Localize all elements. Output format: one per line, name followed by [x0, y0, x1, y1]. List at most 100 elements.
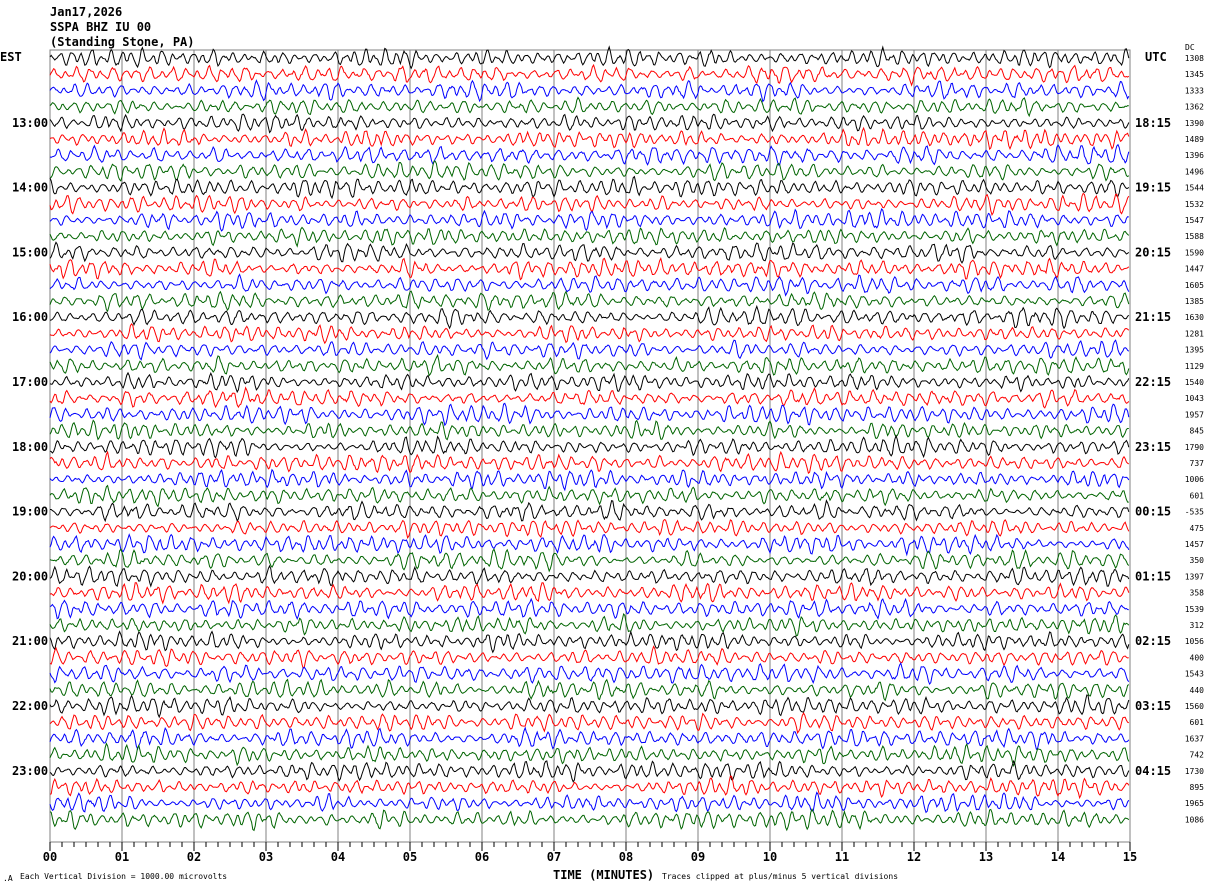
- right-zone-label: UTC: [1145, 50, 1167, 64]
- dc-offset-value: 1390: [1185, 119, 1204, 128]
- seismic-trace: [49, 353, 1130, 377]
- utc-time-label: 00:15: [1135, 505, 1171, 519]
- x-tick-label: 08: [619, 850, 633, 864]
- seismic-trace: [49, 597, 1129, 620]
- est-time-label: 15:00: [12, 245, 48, 259]
- seismic-trace: [49, 419, 1129, 441]
- seismic-trace: [49, 304, 1130, 330]
- seismic-trace: [49, 612, 1130, 637]
- dc-offset-value: 601: [1190, 491, 1205, 500]
- seismic-trace: [49, 742, 1130, 768]
- dc-offset-value: 1395: [1185, 346, 1204, 355]
- est-time-label: 13:00: [12, 116, 48, 130]
- seismic-trace: [49, 113, 1130, 134]
- seismic-trace: [49, 564, 1130, 588]
- x-tick-label: 09: [691, 850, 705, 864]
- dc-offset-value: -535: [1185, 508, 1204, 517]
- est-time-label: 16:00: [12, 310, 48, 324]
- seismic-trace: [49, 273, 1130, 297]
- seismic-trace: [49, 208, 1129, 232]
- dc-offset-value: 1590: [1185, 248, 1204, 257]
- seismic-trace: [49, 402, 1130, 427]
- x-axis-title: TIME (MINUTES): [553, 868, 654, 882]
- x-axis: 00 01 02 03 04 05 06 07 08 09 10 11 12 13 14 15: [43, 842, 1137, 864]
- x-tick-label: 13: [979, 850, 993, 864]
- dc-offset-value: 358: [1190, 589, 1205, 598]
- x-tick-label: 03: [259, 850, 273, 864]
- dc-offset-value: 1129: [1185, 362, 1204, 371]
- dc-offset-value: 1532: [1185, 200, 1204, 209]
- dc-offset-value: 1496: [1185, 167, 1204, 176]
- dc-offset-value: 1489: [1185, 135, 1204, 144]
- seismic-trace: [49, 226, 1130, 248]
- dc-offset-value: 1345: [1185, 70, 1204, 79]
- dc-offset-value: 1560: [1185, 702, 1204, 711]
- dc-offset-value: 1333: [1185, 86, 1204, 95]
- dc-offset-value: 475: [1190, 524, 1205, 533]
- dc-offset-value: 1362: [1185, 103, 1204, 112]
- left-zone-label: EST: [0, 50, 22, 64]
- seismic-trace: [49, 450, 1130, 474]
- dc-offset-value: 601: [1190, 718, 1205, 727]
- date-label: Jan17,2026: [50, 5, 122, 19]
- dc-offset-value: 1086: [1185, 815, 1204, 824]
- utc-time-label: 18:15: [1135, 116, 1171, 130]
- dc-offset-value: 742: [1190, 751, 1205, 760]
- dc-offset-value: 1730: [1185, 767, 1204, 776]
- seismic-trace: [50, 499, 1130, 523]
- x-tick-label: 06: [475, 850, 489, 864]
- seismic-trace: [49, 241, 1130, 264]
- seismic-trace: [49, 371, 1130, 394]
- dc-offset-value: 1790: [1185, 443, 1204, 452]
- x-tick-label: 10: [763, 850, 777, 864]
- seismic-trace: [49, 630, 1130, 654]
- est-time-label: 21:00: [12, 634, 48, 648]
- est-time-label: 20:00: [12, 569, 48, 583]
- dc-offset-value: 1308: [1185, 54, 1204, 63]
- dc-offset-value: 1630: [1185, 313, 1204, 322]
- dc-offset-value: 1281: [1185, 329, 1204, 338]
- seismic-trace: [49, 175, 1130, 200]
- dc-offset-value: 312: [1190, 621, 1205, 630]
- est-time-label: 23:00: [12, 764, 48, 778]
- seismic-trace: [49, 484, 1129, 508]
- est-time-label: 14:00: [12, 181, 48, 195]
- x-tick-label: 00: [43, 850, 57, 864]
- dc-offset-value: 1605: [1185, 281, 1204, 290]
- dc-offset-value: 1957: [1185, 410, 1204, 419]
- dc-offset-value: 1543: [1185, 670, 1204, 679]
- seismic-trace: [49, 143, 1130, 166]
- seismic-trace: [49, 533, 1130, 557]
- x-tick-label: 12: [907, 850, 921, 864]
- location-label: (Standing Stone, PA): [50, 35, 195, 49]
- dc-offset-value: 440: [1190, 686, 1205, 695]
- utc-time-label: 23:15: [1135, 440, 1171, 454]
- seismic-trace: [49, 386, 1130, 409]
- dc-offset-value: 1056: [1185, 637, 1204, 646]
- dc-label: DC: [1185, 43, 1195, 52]
- utc-time-label: 19:15: [1135, 181, 1171, 195]
- utc-time-label: 21:15: [1135, 310, 1171, 324]
- seismic-trace: [49, 96, 1129, 118]
- utc-time-label: 22:15: [1135, 375, 1171, 389]
- clip-note: Traces clipped at plus/minus 5 vertical …: [662, 872, 898, 881]
- seismic-trace: [49, 678, 1130, 702]
- est-time-label: 18:00: [12, 440, 48, 454]
- seismic-trace: [49, 434, 1130, 459]
- seismic-trace: [49, 726, 1130, 751]
- seismic-trace: [49, 791, 1130, 814]
- seismic-trace: [49, 63, 1130, 87]
- utc-time-label: 04:15: [1135, 764, 1171, 778]
- dc-offset-value: 845: [1190, 427, 1205, 436]
- dc-offset-value: 1544: [1185, 184, 1204, 193]
- est-time-label: 19:00: [12, 505, 48, 519]
- seismic-trace: [49, 582, 1130, 605]
- utc-time-label: 02:15: [1135, 634, 1171, 648]
- scale-note: Each Vertical Division = 1000.00 microvo…: [20, 872, 227, 881]
- dc-offset-value: 1043: [1185, 394, 1204, 403]
- seismic-trace: [49, 468, 1130, 492]
- seismic-trace: [49, 257, 1130, 281]
- x-tick-label: 07: [547, 850, 561, 864]
- est-time-label: 22:00: [12, 699, 48, 713]
